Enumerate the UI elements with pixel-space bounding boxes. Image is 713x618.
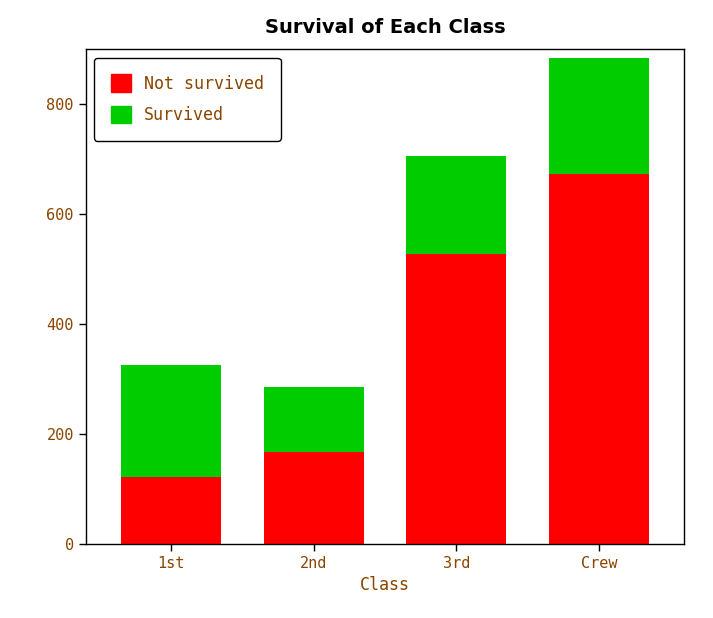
Bar (549, 57, 649, 174)
Bar (406, 156, 506, 254)
Bar (406, 254, 506, 544)
X-axis label: Class: Class (360, 576, 410, 594)
Title: Survival of Each Class: Survival of Each Class (265, 18, 506, 37)
Bar (264, 387, 364, 452)
Bar (121, 365, 221, 477)
Bar (264, 452, 364, 544)
Bar (121, 477, 221, 544)
Bar (549, 174, 649, 544)
Legend: Not survived, Survived: Not survived, Survived (94, 57, 280, 141)
